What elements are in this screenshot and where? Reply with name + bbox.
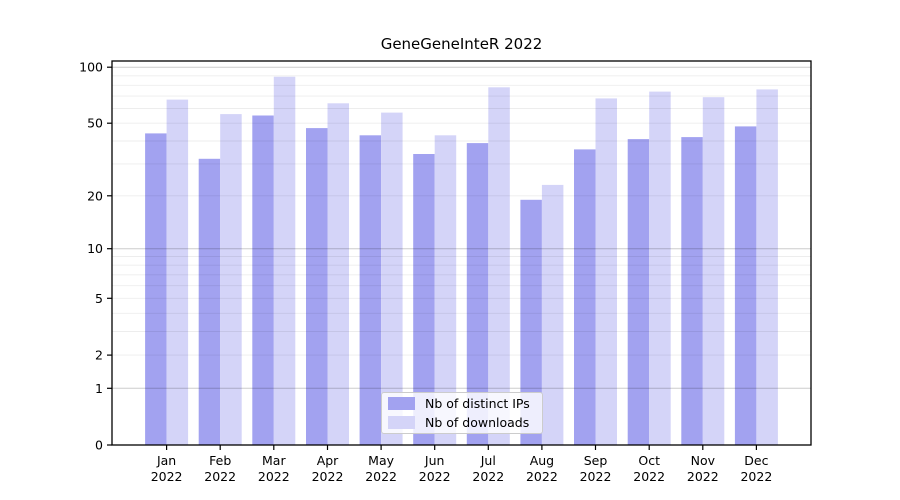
x-tick-label-year: 2022	[740, 469, 772, 484]
bar-sep-downloads	[595, 98, 617, 446]
y-tick-label: 1	[95, 381, 103, 396]
x-tick-label-year: 2022	[258, 469, 290, 484]
x-tick-label-month: Apr	[317, 453, 339, 468]
legend-swatch-downloads	[388, 416, 415, 429]
bar-mar-distinct-ips	[252, 115, 274, 445]
x-tick-label-year: 2022	[580, 469, 612, 484]
x-tick-label-year: 2022	[204, 469, 236, 484]
x-tick-label-year: 2022	[633, 469, 665, 484]
x-tick-label-month: May	[368, 453, 394, 468]
bar-oct-downloads	[649, 91, 671, 445]
x-tick-label-month: Nov	[691, 453, 716, 468]
bar-dec-downloads	[756, 89, 778, 446]
bar-apr-downloads	[327, 103, 349, 446]
bar-feb-distinct-ips	[198, 158, 221, 446]
legend-item-downloads: Nb of downloads	[382, 415, 542, 431]
x-tick-label-month: Feb	[209, 453, 231, 468]
bar-jun-downloads	[434, 135, 457, 446]
x-tick-label-month: Sep	[584, 453, 608, 468]
bar-feb-downloads	[220, 114, 242, 445]
legend-swatch-distinct-ips	[388, 397, 415, 410]
x-tick-label-year: 2022	[365, 469, 397, 484]
x-tick-label-month: Jun	[424, 453, 445, 468]
bar-aug-downloads	[541, 184, 564, 445]
bar-jul-distinct-ips	[466, 143, 489, 445]
bar-jun-distinct-ips	[413, 154, 435, 445]
y-tick-label: 0	[95, 438, 103, 453]
x-tick-label-year: 2022	[419, 469, 451, 484]
bar-aug-distinct-ips	[520, 199, 542, 445]
y-tick-label: 20	[87, 188, 103, 203]
x-tick-label-year: 2022	[312, 469, 344, 484]
bar-mar-downloads	[273, 76, 296, 445]
x-tick-label-month: Aug	[530, 453, 554, 468]
legend: Nb of distinct IPs Nb of downloads	[381, 392, 543, 434]
bar-oct-distinct-ips	[627, 139, 650, 445]
bar-sep-distinct-ips	[574, 149, 596, 445]
bar-jan-downloads	[166, 99, 189, 445]
y-tick-label: 50	[87, 116, 103, 131]
x-tick-label-year: 2022	[472, 469, 504, 484]
x-tick-label-year: 2022	[687, 469, 719, 484]
x-tick-label-month: Dec	[744, 453, 768, 468]
x-tick-label-month: Jan	[156, 453, 176, 468]
bar-jul-downloads	[488, 87, 510, 446]
y-tick-label: 100	[79, 60, 103, 75]
bar-nov-distinct-ips	[681, 137, 703, 445]
legend-label-distinct-ips: Nb of distinct IPs	[425, 396, 530, 411]
bar-may-downloads	[381, 112, 403, 445]
y-tick-label: 2	[95, 348, 103, 363]
x-tick-label-month: Mar	[262, 453, 286, 468]
legend-item-distinct-ips: Nb of distinct IPs	[382, 396, 542, 412]
x-tick-label-month: Jul	[480, 453, 496, 468]
bar-nov-downloads	[702, 97, 725, 445]
y-tick-label: 5	[95, 291, 103, 306]
bar-dec-distinct-ips	[734, 126, 757, 446]
bar-apr-distinct-ips	[306, 128, 328, 445]
x-tick-label-year: 2022	[526, 469, 558, 484]
y-tick-label: 10	[87, 241, 103, 256]
plot-frame	[111, 60, 812, 446]
x-tick-label-month: Oct	[638, 453, 660, 468]
legend-label-downloads: Nb of downloads	[425, 415, 530, 430]
bar-may-distinct-ips	[359, 135, 382, 446]
bar-jan-distinct-ips	[145, 133, 167, 445]
chart-title: GeneGeneInteR 2022	[380, 35, 543, 53]
x-tick-label-year: 2022	[151, 469, 183, 484]
